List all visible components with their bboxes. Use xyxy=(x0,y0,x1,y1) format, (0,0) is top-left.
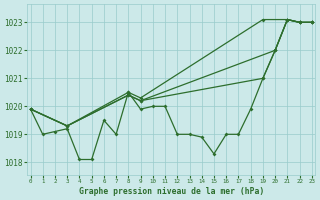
X-axis label: Graphe pression niveau de la mer (hPa): Graphe pression niveau de la mer (hPa) xyxy=(78,187,264,196)
